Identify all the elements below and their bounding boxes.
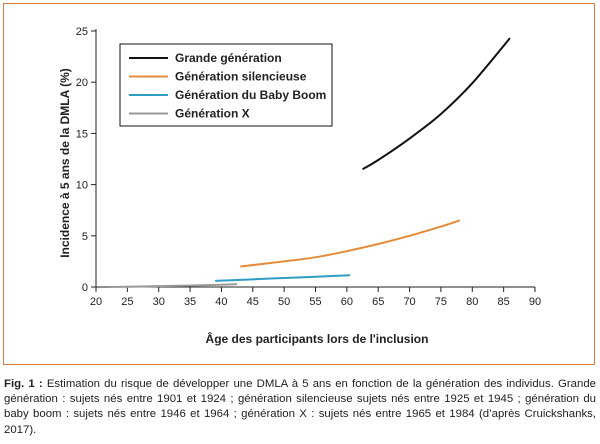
caption-label: Fig. 1 : [4, 378, 43, 390]
y-tick-label: 20 [76, 77, 88, 89]
figure-caption: Fig. 1 : Estimation du risque de dévelop… [4, 377, 596, 438]
y-tick-label: 10 [76, 180, 88, 192]
y-tick-label: 25 [76, 26, 88, 38]
caption-text: Estimation du risque de développer une D… [4, 378, 597, 436]
series-line-3 [215, 274, 351, 282]
legend-label-3: Génération du Baby Boom [175, 88, 326, 102]
series-line-2 [240, 219, 461, 268]
x-tick-label: 85 [498, 296, 510, 308]
series-line-1 [362, 37, 511, 171]
chart-axes: 0 5 10 15 20 25 20 25 30 35 40 45 50 55 60 65 70 75 80 85 90 [76, 26, 541, 308]
chart-legend: Grande génération Génération silencieuse G… [119, 43, 333, 127]
legend-label-4: Génération X [175, 107, 250, 121]
x-tick-label: 90 [529, 296, 541, 308]
y-axis-title: Incidence à 5 ans de la DMLA (%) [58, 68, 72, 258]
x-axis-title: Âge des participants lors de l'inclusion [206, 331, 429, 346]
line-chart: 0 5 10 15 20 25 20 25 30 35 40 45 50 55 60 65 70 75 80 85 90… [58, 26, 541, 346]
x-tick-label: 80 [466, 296, 478, 308]
x-tick-label: 40 [215, 296, 227, 308]
y-tick-label: 5 [82, 231, 88, 243]
chart-series [108, 37, 511, 288]
x-tick-label: 70 [403, 296, 415, 308]
series-line-4 [108, 283, 238, 288]
x-tick-label: 50 [278, 296, 290, 308]
y-tick-label: 0 [82, 282, 88, 294]
x-tick-label: 45 [247, 296, 259, 308]
legend-label-1: Grande génération [175, 51, 282, 65]
y-tick-label: 15 [76, 128, 88, 140]
x-tick-label: 65 [372, 296, 384, 308]
x-tick-label: 20 [90, 296, 102, 308]
x-tick-label: 30 [153, 296, 165, 308]
x-tick-label: 25 [121, 296, 133, 308]
x-tick-label: 35 [184, 296, 196, 308]
legend-label-2: Génération silencieuse [175, 70, 307, 84]
x-tick-label: 75 [435, 296, 447, 308]
x-tick-label: 60 [341, 296, 353, 308]
x-tick-label: 55 [309, 296, 321, 308]
